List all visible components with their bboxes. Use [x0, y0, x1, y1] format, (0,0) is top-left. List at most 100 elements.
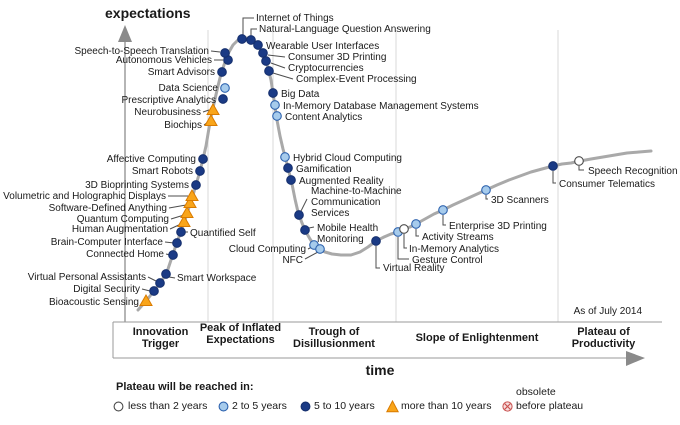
leader-natural-language-question-answering — [250, 28, 257, 36]
point-label-brain-computer-interface: Brain-Computer Interface — [51, 237, 164, 248]
point-prescriptive-analytics[interactable] — [218, 94, 228, 104]
point-label-natural-language-question-answering: Natural-Language Question Answering — [259, 24, 431, 35]
point-activity-streams[interactable] — [411, 219, 421, 229]
point-label-quantified-self: Quantified Self — [190, 228, 256, 239]
point-label-neurobusiness: Neurobusiness — [134, 107, 201, 118]
point-label-content-analytics: Content Analytics — [285, 112, 362, 123]
leader-virtual-personal-assistants — [147, 276, 157, 282]
phase-trough-of-disillusionment: Trough of Disillusionment — [293, 326, 375, 350]
point-label-smart-workspace: Smart Workspace — [177, 273, 257, 284]
point-human-augmentation[interactable] — [177, 214, 191, 227]
point-consumer-telematics[interactable] — [548, 161, 558, 171]
legend-marker-2-to-5-years-icon — [217, 400, 230, 413]
point-label-big-data: Big Data — [281, 89, 320, 100]
leader-speech-to-speech-translation — [210, 50, 221, 53]
point-smart-robots[interactable] — [195, 166, 205, 176]
point-label-bioacoustic-sensing: Bioacoustic Sensing — [49, 297, 139, 308]
point-affective-computing[interactable] — [198, 154, 208, 164]
point-label-volumetric-and-holographic-displays: Volumetric and Holographic Displays — [3, 191, 166, 202]
point-label-autonomous-vehicles: Autonomous Vehicles — [116, 55, 212, 66]
phase-slope-of-enlightenment: Slope of Enlightenment — [415, 332, 539, 344]
point-label-virtual-reality: Virtual Reality — [383, 263, 445, 274]
legend-title: Plateau will be reached in: — [116, 381, 254, 393]
point-smart-advisors[interactable] — [217, 67, 227, 77]
point-label-consumer-3d-printing: Consumer 3D Printing — [288, 52, 386, 63]
point-label-gamification: Gamification — [296, 164, 352, 175]
phase-peak-of-inflated-expectations: Peak of Inflated Expectations — [199, 322, 282, 346]
point-label-cryptocurrencies: Cryptocurrencies — [288, 63, 364, 74]
leader-digital-security — [141, 288, 151, 292]
point-machine-to-machine-communication-services[interactable] — [294, 210, 304, 220]
phase-innovation-trigger: Innovation Trigger — [132, 326, 189, 350]
point-complex-event-processing[interactable] — [264, 66, 274, 76]
point-in-memory-analytics[interactable] — [399, 224, 409, 234]
y-axis-arrow-icon — [118, 25, 132, 42]
point-speech-to-speech-translation[interactable] — [220, 48, 230, 58]
point-speech-recognition[interactable] — [574, 156, 584, 166]
point-label-internet-of-things: Internet of Things — [256, 13, 334, 24]
leader-3d-scanners — [485, 195, 488, 200]
point-label-connected-home: Connected Home — [86, 249, 164, 260]
leader-enterprise-3d-printing — [442, 215, 446, 226]
point-3d-bioprinting-systems[interactable] — [191, 180, 201, 190]
y-axis-label: expectations — [105, 5, 191, 21]
point-volumetric-and-holographic-displays[interactable] — [185, 188, 199, 201]
point-label-in-memory-database-management-systems: In-Memory Database Management Systems — [283, 101, 479, 112]
leader-machine-to-machine-communication-services — [300, 198, 308, 212]
leader-activity-streams — [415, 229, 419, 237]
point-label-machine-to-machine-communication-services: Communication — [311, 197, 380, 208]
point-consumer-3d-printing[interactable] — [258, 48, 268, 58]
legend-label-more-than-10-years: more than 10 years — [401, 400, 492, 412]
point-natural-language-question-answering[interactable] — [246, 35, 256, 45]
point-3d-scanners[interactable] — [481, 185, 491, 195]
point-hybrid-cloud-computing[interactable] — [280, 152, 290, 162]
point-label-wearable-user-interfaces: Wearable User Interfaces — [266, 41, 379, 52]
leader-in-memory-analytics — [403, 234, 407, 249]
point-quantum-computing[interactable] — [180, 205, 194, 218]
point-label-mobile-health-monitoring: Monitoring — [317, 234, 364, 245]
point-label-digital-security: Digital Security — [73, 284, 140, 295]
point-label-smart-robots: Smart Robots — [132, 166, 193, 177]
point-quantified-self[interactable] — [176, 227, 186, 237]
point-mobile-health-monitoring[interactable] — [300, 225, 310, 235]
point-label-hybrid-cloud-computing: Hybrid Cloud Computing — [293, 153, 402, 164]
point-wearable-user-interfaces[interactable] — [253, 40, 263, 50]
x-axis-arrow-icon — [626, 351, 645, 366]
point-connected-home[interactable] — [168, 250, 178, 260]
point-label-augmented-reality: Augmented Reality — [299, 176, 384, 187]
point-neurobusiness[interactable] — [206, 102, 220, 115]
leader-complex-event-processing — [272, 72, 294, 80]
point-label-gesture-control: Gesture Control — [412, 255, 483, 266]
point-internet-of-things[interactable] — [237, 34, 247, 44]
point-label-3d-scanners: 3D Scanners — [491, 195, 549, 206]
point-virtual-personal-assistants[interactable] — [155, 278, 165, 288]
point-label-speech-to-speech-translation: Speech-to-Speech Translation — [74, 46, 209, 57]
point-digital-security[interactable] — [149, 286, 159, 296]
point-label-cloud-computing: Cloud Computing — [229, 244, 306, 255]
point-augmented-reality[interactable] — [286, 175, 296, 185]
point-gamification[interactable] — [283, 163, 293, 173]
x-axis-label: time — [365, 362, 395, 378]
point-data-science[interactable] — [220, 83, 230, 93]
point-in-memory-database-management-systems[interactable] — [270, 100, 280, 110]
point-biochips[interactable] — [204, 113, 218, 126]
point-software-defined-anything[interactable] — [183, 195, 197, 208]
point-label-smart-advisors: Smart Advisors — [148, 67, 215, 78]
point-label-activity-streams: Activity Streams — [422, 232, 494, 243]
point-bioacoustic-sensing[interactable] — [139, 293, 153, 306]
point-big-data[interactable] — [268, 88, 278, 98]
point-enterprise-3d-printing[interactable] — [438, 205, 448, 215]
point-brain-computer-interface[interactable] — [172, 238, 182, 248]
point-cryptocurrencies[interactable] — [261, 56, 271, 66]
point-virtual-reality[interactable] — [371, 236, 381, 246]
point-content-analytics[interactable] — [272, 111, 282, 121]
legend-label-2-to-5-years: 2 to 5 years — [232, 400, 287, 412]
point-label-virtual-personal-assistants: Virtual Personal Assistants — [28, 272, 146, 283]
point-label-in-memory-analytics: In-Memory Analytics — [409, 244, 499, 255]
legend-label-5-to-10-years: 5 to 10 years — [314, 400, 375, 412]
point-nfc[interactable] — [315, 244, 325, 254]
leader-gesture-control — [397, 237, 409, 260]
point-smart-workspace[interactable] — [161, 269, 171, 279]
